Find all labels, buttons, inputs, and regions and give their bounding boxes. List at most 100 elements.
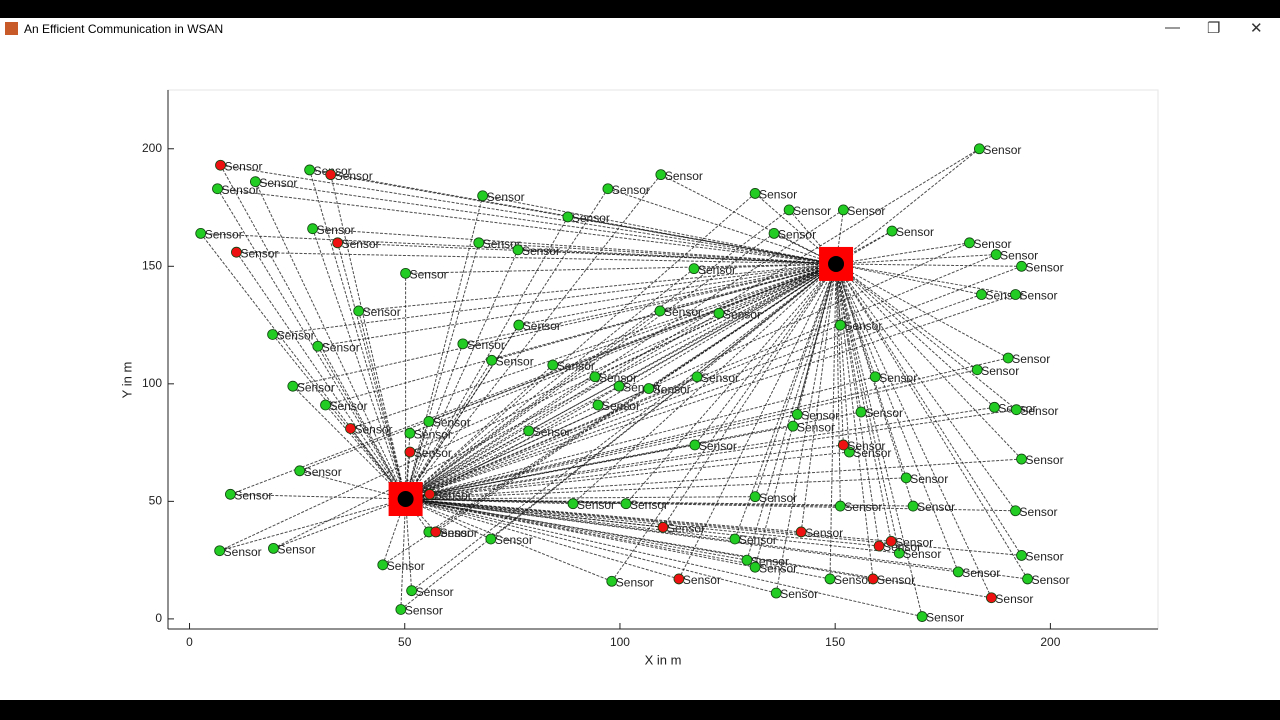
link [405,369,978,500]
sensor-label: Sensor [433,526,471,540]
link [312,228,407,500]
sensor-label: Sensor [877,573,915,587]
sensor-label: Sensor [577,498,615,512]
sensor-label: Sensor [363,305,401,319]
link [478,242,837,265]
sensor-point [713,307,725,319]
link [358,310,407,500]
link [405,312,720,500]
sensor-label: Sensor [572,211,610,225]
link [597,263,837,406]
link [835,263,1016,295]
sensor-label: Sensor [780,587,818,601]
sensor-point [989,401,1000,413]
link [405,498,777,594]
link [836,263,1022,267]
link [200,232,837,265]
sensor-point [843,446,855,458]
sensor-label: Sensor [330,399,368,413]
link [337,242,407,500]
link [325,404,406,500]
sensor-point [1016,260,1027,272]
sensor-point [332,237,343,249]
link [835,263,914,507]
sensor-point [320,399,331,411]
app-icon [5,22,18,35]
link [835,263,1022,556]
sensor-label: Sensor [653,383,691,397]
sensor-label: Sensor [983,143,1021,157]
sensor-label: Sensor [1026,550,1064,564]
link [835,263,880,547]
link [734,263,837,540]
link [255,181,837,265]
sensor-label: Sensor [759,491,797,505]
link [220,164,837,265]
sensor-point [886,225,898,237]
link [272,263,837,335]
sensor-point [307,223,319,235]
sensor-point [477,190,489,202]
link [405,265,1022,500]
x-tick-label: 50 [398,635,412,649]
link [835,242,970,265]
link [835,263,862,413]
sensor-label: Sensor [533,425,571,439]
link [405,193,756,500]
sensor-label: Sensor [612,183,650,197]
link [835,263,844,445]
link [405,413,798,500]
sensor-point [688,263,700,275]
sensor-point [1016,453,1027,465]
link [273,263,837,549]
sensor-point [654,305,666,317]
link [330,174,837,265]
sensor-point [834,319,846,331]
link [405,148,980,500]
sensor-label: Sensor [495,533,533,547]
y-tick-label: 50 [149,494,163,508]
link [236,251,407,500]
link [217,188,407,500]
sensor-point [1016,550,1027,561]
link [325,263,837,406]
sensor-label: Sensor [335,169,373,183]
sensor-label: Sensor [599,371,637,385]
sensor-label: Sensor [405,604,443,618]
sensor-point [523,425,535,437]
sensor-label: Sensor [277,329,315,343]
close-button[interactable]: ✕ [1250,20,1263,37]
sensor-point [900,472,912,484]
sensor-point [1010,505,1021,517]
link [835,148,980,265]
sensor-point [620,498,632,510]
sensor-label: Sensor [910,472,948,486]
sensor-point [457,338,469,350]
link [835,263,1016,512]
link [835,263,995,408]
sensor-point [512,244,524,256]
sensor-point [855,406,867,418]
link [405,242,480,500]
sensor-label: Sensor [879,371,917,385]
link [611,263,837,582]
sensor-point [795,526,807,538]
link [405,310,661,500]
sensor-point [741,554,753,566]
link [382,498,407,565]
link [405,230,893,500]
sensor-point [424,488,436,500]
sensor-label: Sensor [995,592,1033,606]
link [220,164,407,500]
sensor-point [225,488,236,500]
sensor-point [214,545,226,557]
link [400,498,407,610]
title-bar: An Efficient Communication in WSAN — ❐ ✕ [0,18,1280,40]
figure-window: An Efficient Communication in WSAN — ❐ ✕… [0,18,1280,700]
link [835,263,907,479]
minimize-button[interactable]: — [1165,19,1180,36]
sensor-label: Sensor [844,500,882,514]
sensor-point [345,423,356,434]
link [429,263,837,495]
restore-button[interactable]: ❐ [1207,20,1221,37]
